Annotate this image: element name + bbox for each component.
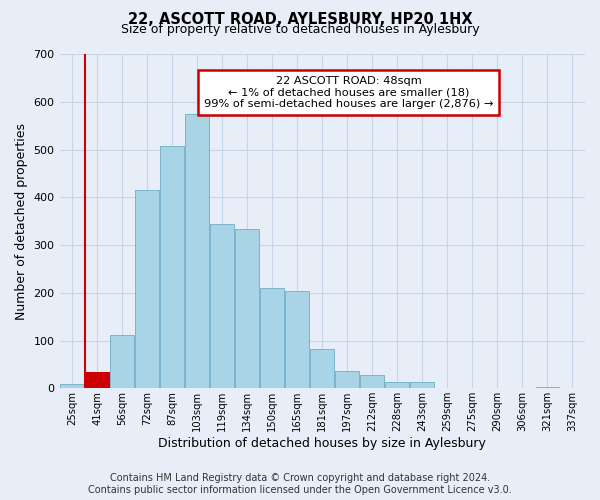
Y-axis label: Number of detached properties: Number of detached properties [15,122,28,320]
Bar [260,288,284,388]
Bar [385,382,409,388]
X-axis label: Distribution of detached houses by size in Aylesbury: Distribution of detached houses by size … [158,437,486,450]
Bar [410,382,434,388]
Title: 22, ASCOTT ROAD, AYLESBURY, HP20 1HX
Size of property relative to detached house: 22, ASCOTT ROAD, AYLESBURY, HP20 1HX Siz… [0,499,1,500]
Bar [361,376,384,388]
Bar [235,230,259,388]
Bar [185,114,209,388]
Bar [135,190,159,388]
Bar [335,370,359,388]
Bar [310,349,334,389]
Text: 22 ASCOTT ROAD: 48sqm
← 1% of detached houses are smaller (18)
99% of semi-detac: 22 ASCOTT ROAD: 48sqm ← 1% of detached h… [204,76,493,109]
Bar [85,372,109,388]
Bar [210,224,234,388]
Bar [110,335,134,388]
Bar [60,384,84,388]
Text: Size of property relative to detached houses in Aylesbury: Size of property relative to detached ho… [121,22,479,36]
Text: 22, ASCOTT ROAD, AYLESBURY, HP20 1HX: 22, ASCOTT ROAD, AYLESBURY, HP20 1HX [128,12,472,28]
Text: Contains HM Land Registry data © Crown copyright and database right 2024.
Contai: Contains HM Land Registry data © Crown c… [88,474,512,495]
Bar [536,387,559,388]
Bar [160,146,184,388]
Bar [286,292,309,388]
